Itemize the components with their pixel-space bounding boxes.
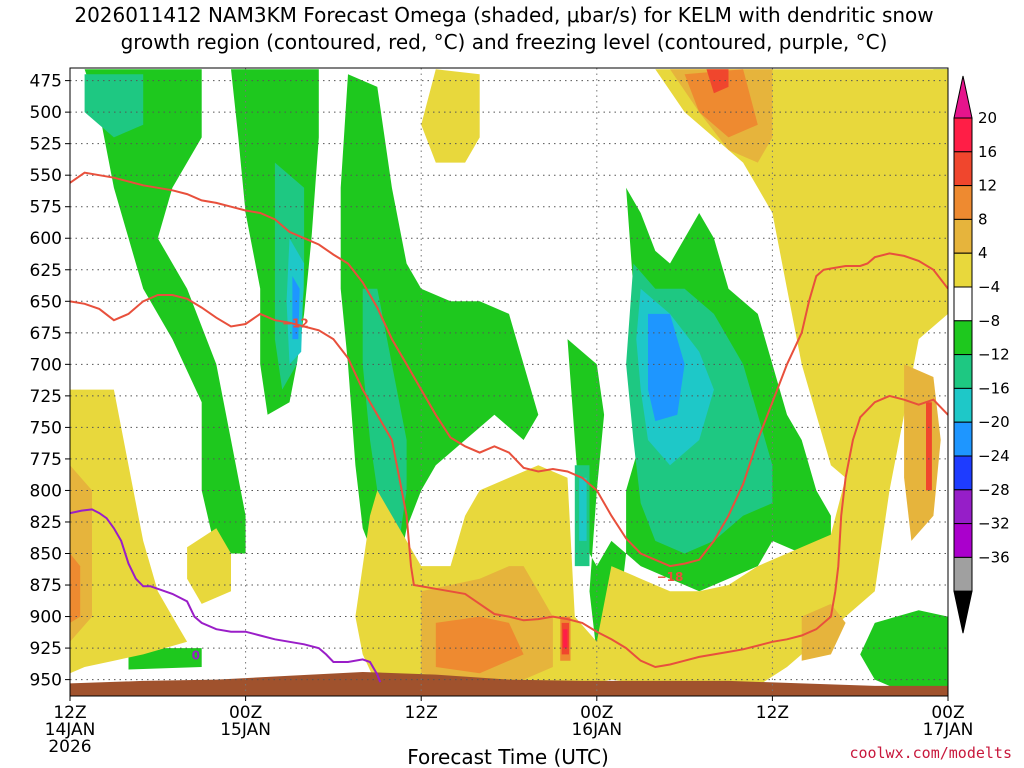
- omega-region: [860, 610, 948, 693]
- terrain-ground: [70, 672, 948, 696]
- y-tick-label: 900: [30, 608, 62, 628]
- omega-region: [362, 288, 407, 541]
- colorbar-swatch: [953, 387, 973, 423]
- omega-region: [563, 629, 568, 649]
- colorbar-label: −16: [978, 379, 1010, 397]
- colorbar-swatch: [953, 455, 973, 491]
- omega-region: [579, 477, 587, 541]
- x-tick-label: 16JAN: [571, 720, 622, 740]
- omega-region: [128, 648, 202, 670]
- contour-label: −12: [282, 317, 309, 331]
- y-tick-label: 675: [30, 324, 62, 344]
- credit-text: coolwx.com/modelts: [849, 744, 1012, 762]
- colorbar-swatch: [953, 556, 973, 592]
- colorbar-swatch: [953, 489, 973, 525]
- y-tick-label: 750: [30, 418, 62, 438]
- y-tick-label: 500: [30, 103, 62, 123]
- colorbar-swatch: [953, 185, 973, 220]
- colorbar-swatch: [953, 354, 973, 389]
- omega-region: [355, 69, 948, 693]
- colorbar-label: −32: [978, 515, 1010, 533]
- x-axis-label: Forecast Time (UTC): [407, 745, 609, 768]
- contour-line: [70, 508, 382, 683]
- y-tick-label: 850: [30, 545, 62, 565]
- contour-line: [70, 171, 948, 568]
- omega-region: [187, 528, 231, 604]
- x-tick-label: 2026: [48, 737, 91, 757]
- contour-label: −18: [657, 570, 684, 584]
- colorbar-swatch: [953, 523, 973, 558]
- colorbar-swatch: [953, 320, 973, 356]
- plot-frame: [69, 67, 949, 697]
- y-tick-label: 600: [30, 229, 62, 249]
- omega-region: [684, 69, 758, 138]
- colorbar-label: −4: [978, 278, 1000, 296]
- x-tick-label: 14JAN: [45, 720, 96, 740]
- colorbar-swatch: [953, 421, 973, 457]
- colorbar: 20 16 12 8 4 −4 −8 −12 −16 −20 −24 −28 −32 −36: [953, 75, 1010, 634]
- omega-region: [801, 603, 846, 661]
- x-tick-label: 12Z: [53, 703, 86, 723]
- y-tick-label: 825: [30, 513, 62, 533]
- colorbar-label: −8: [978, 312, 1000, 330]
- y-tick-label: 800: [30, 481, 62, 501]
- y-tick-label: 550: [30, 166, 62, 186]
- colorbar-label: −20: [978, 413, 1010, 431]
- y-tick-label: 650: [30, 292, 62, 312]
- omega-region: [421, 69, 480, 163]
- y-tick-label: 575: [30, 198, 62, 218]
- plot-area: −12 −18 0: [69, 67, 949, 697]
- colorbar-bottom-arrow: [953, 590, 973, 634]
- y-tick-label: 925: [30, 639, 62, 659]
- x-tick-label: 12Z: [405, 703, 438, 723]
- x-tick-label: 17JAN: [923, 720, 974, 740]
- y-tick-label: 775: [30, 450, 62, 470]
- colorbar-swatch: [953, 117, 973, 153]
- x-tick-label: 00Z: [580, 703, 613, 723]
- colorbar-top-arrow: [953, 75, 973, 119]
- colorbar-label: −12: [978, 346, 1010, 364]
- contour-label: 0: [192, 648, 200, 662]
- colorbar-label: −24: [978, 447, 1010, 465]
- plot-content: −12 −18 0: [70, 68, 948, 696]
- colorbar-label: 12: [978, 177, 997, 195]
- colorbar-label: 20: [978, 109, 997, 127]
- colorbar-label: −28: [978, 481, 1010, 499]
- omega-region: [84, 74, 144, 138]
- y-tick-label: 875: [30, 576, 62, 596]
- x-tick-label: 00Z: [931, 703, 964, 723]
- x-tick-label: 12Z: [756, 703, 789, 723]
- y-tick-label: 475: [30, 72, 62, 92]
- chart-title-line-2: growth region (contoured, red, °C) and f…: [121, 30, 888, 54]
- y-tick-label: 525: [30, 135, 62, 155]
- x-tick-label: 00Z: [229, 703, 262, 723]
- y-tick-label: 950: [30, 671, 62, 691]
- colorbar-swatch: [953, 286, 973, 322]
- colorbar-label: −36: [978, 548, 1010, 566]
- chart-title-line-1: 2026011412 NAM3KM Forecast Omega (shaded…: [74, 3, 933, 27]
- colorbar-label: 16: [978, 143, 997, 161]
- omega-region: [84, 69, 246, 554]
- colorbar-label: 8: [978, 210, 988, 228]
- y-tick-label: 725: [30, 387, 62, 407]
- colorbar-swatch: [953, 218, 973, 254]
- contour-line: [70, 294, 948, 669]
- colorbar-label: 4: [978, 244, 988, 262]
- colorbar-swatch: [953, 252, 973, 288]
- y-tick-label: 625: [30, 261, 62, 281]
- omega-region: [926, 402, 932, 491]
- omega-region: [70, 389, 188, 674]
- omega-region: [70, 553, 81, 623]
- colorbar-swatch: [953, 151, 973, 187]
- omega-region: [706, 69, 729, 94]
- y-axis: 475 500 525 550 575 600 625 650 675 700 725 750 775 8…: [30, 72, 70, 691]
- omega-region: [648, 313, 685, 422]
- omega-region: [435, 616, 524, 674]
- y-tick-label: 700: [30, 355, 62, 375]
- x-tick-label: 15JAN: [220, 720, 271, 740]
